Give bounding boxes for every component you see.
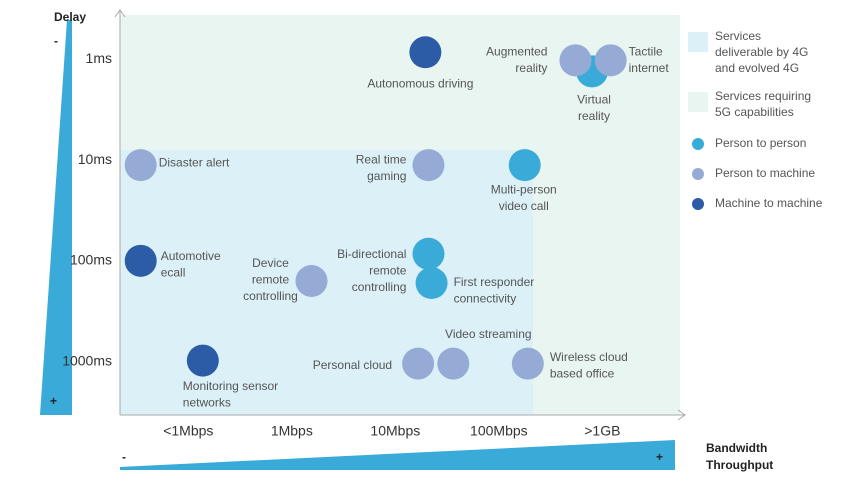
point	[511, 347, 544, 380]
y-low: -	[54, 34, 58, 48]
point-label: Automotive	[161, 249, 221, 263]
legend-marker	[692, 168, 704, 180]
point-label: reality	[578, 109, 610, 123]
point	[559, 44, 592, 77]
point-label: Augmented	[486, 45, 547, 59]
point-label: connectivity	[454, 292, 517, 306]
point	[412, 237, 445, 270]
point	[594, 44, 627, 77]
legend-marker	[692, 198, 704, 210]
point-label: Bi-directional	[337, 247, 406, 261]
point	[295, 264, 328, 297]
x-tick-label: 10Mbps	[370, 423, 420, 439]
delay-wedge	[40, 20, 72, 415]
legend-label: Machine to machine	[715, 196, 823, 210]
point	[402, 347, 435, 380]
x-high: +	[656, 450, 663, 464]
point-label: Disaster alert	[159, 155, 230, 169]
point-label: Device	[252, 256, 289, 270]
point-label: video call	[499, 199, 549, 213]
point	[186, 344, 219, 377]
point-label: Personal cloud	[313, 358, 392, 372]
bandwidth-wedge	[120, 440, 675, 470]
point-label: Virtual	[577, 93, 611, 107]
legend-label: and evolved 4G	[715, 61, 799, 75]
point	[124, 149, 157, 182]
y-tick-label: 100ms	[70, 252, 112, 268]
legend-marker	[692, 138, 704, 150]
point-label: reality	[515, 61, 547, 75]
y-tick-label: 1ms	[86, 50, 112, 66]
y-tick-label: 10ms	[78, 151, 112, 167]
point-label: Multi-person	[491, 182, 557, 196]
y-label: Delay	[54, 10, 86, 24]
x-tick-label: 1Mbps	[271, 423, 313, 439]
point-label: gaming	[367, 169, 406, 183]
point-label: based office	[550, 366, 615, 380]
point-label: Tactile	[629, 45, 663, 59]
legend-swatch	[688, 32, 708, 52]
point-label: remote	[369, 263, 407, 277]
point-label: controlling	[352, 280, 407, 294]
legend-label: Services requiring	[715, 89, 811, 103]
x-low: -	[122, 450, 126, 464]
x-tick-label: <1Mbps	[163, 423, 213, 439]
legend-label: Services	[715, 29, 761, 43]
legend-swatch	[688, 92, 708, 112]
x-tick-label: >1GB	[584, 423, 620, 439]
point	[409, 36, 442, 69]
point	[437, 347, 470, 380]
y-arrow	[114, 9, 126, 18]
point-label: First responder	[454, 275, 535, 289]
y-high: +	[50, 394, 57, 408]
legend-label: Person to machine	[715, 166, 815, 180]
point-label: ecall	[161, 266, 186, 280]
point	[124, 244, 157, 277]
point-label: Wireless cloud	[550, 350, 628, 364]
legend-label: deliverable by 4G	[715, 45, 808, 59]
point-label: Video streaming	[445, 327, 532, 341]
point-label: controlling	[243, 289, 298, 303]
point	[412, 149, 445, 182]
point	[508, 149, 541, 182]
point-label: Monitoring sensor	[183, 379, 278, 393]
x-arrow	[677, 409, 686, 421]
legend-label: 5G capabilities	[715, 105, 794, 119]
point-label: Real time	[356, 152, 407, 166]
point-label: internet	[629, 61, 670, 75]
legend-label: Person to person	[715, 136, 806, 150]
point-label: Autonomous driving	[367, 76, 473, 90]
point-label: remote	[252, 273, 290, 287]
x-label: Bandwidth	[706, 441, 767, 455]
point-label: networks	[183, 395, 231, 409]
x-tick-label: 100Mbps	[470, 423, 528, 439]
x-label: Throughput	[706, 458, 773, 472]
point	[415, 267, 448, 300]
y-tick-label: 1000ms	[62, 352, 112, 368]
